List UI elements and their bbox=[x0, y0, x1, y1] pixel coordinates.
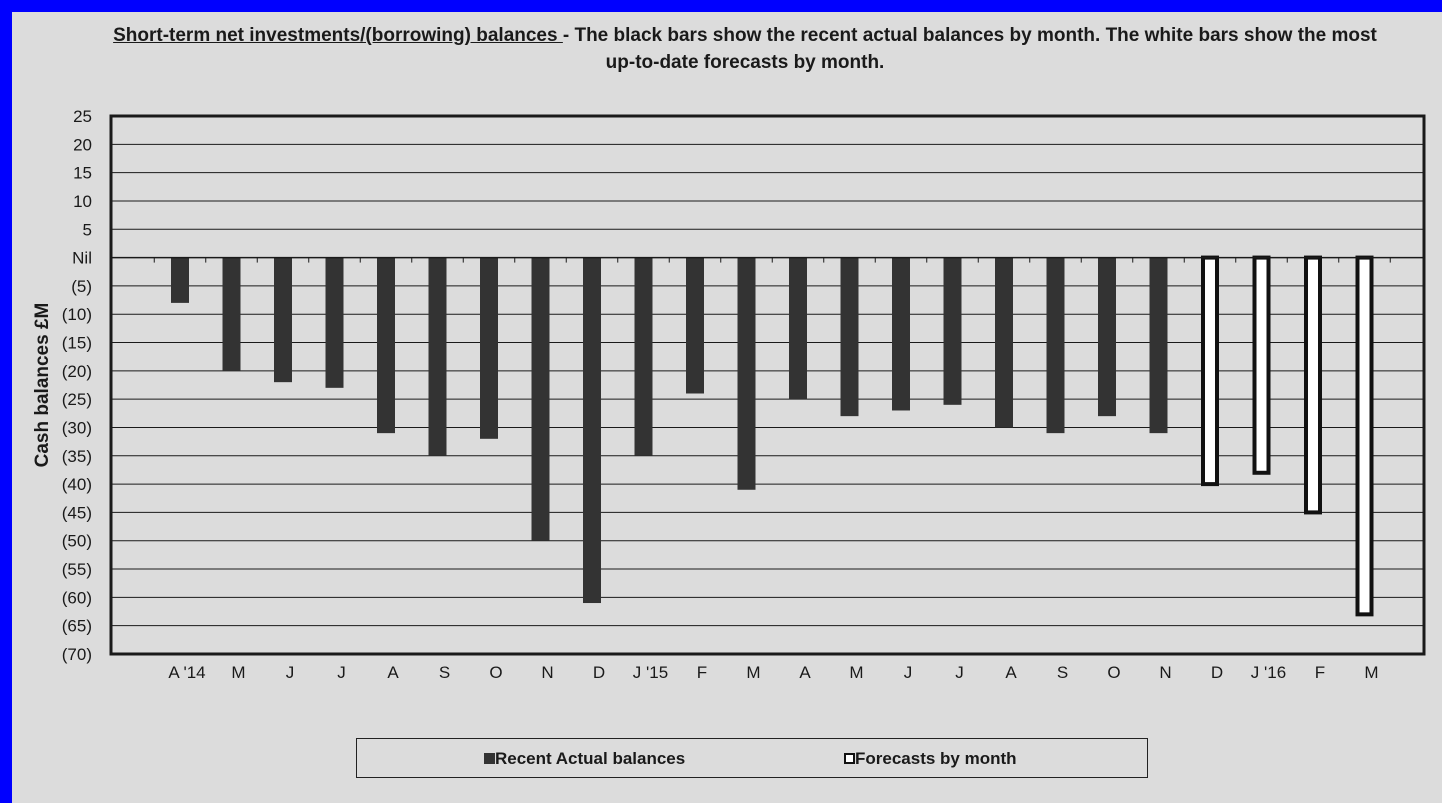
forecast-bar bbox=[1304, 255, 1322, 515]
y-tick-label: (45) bbox=[62, 503, 92, 522]
forecast-bar bbox=[1201, 255, 1219, 487]
bars bbox=[171, 255, 1374, 617]
y-tick-label: (55) bbox=[62, 560, 92, 579]
actual-bar bbox=[943, 257, 962, 405]
x-tick-label: M bbox=[746, 663, 760, 682]
x-tick-label: A bbox=[1005, 663, 1017, 682]
legend-swatch-actual bbox=[484, 753, 495, 764]
actual-bar bbox=[1046, 257, 1065, 434]
chart-title-text: - The black bars show the recent actual … bbox=[562, 25, 1377, 73]
legend-item-actual: Recent Actual balances bbox=[484, 749, 685, 769]
actual-bar bbox=[840, 257, 859, 417]
actual-bar bbox=[531, 257, 550, 541]
x-tick-label: J bbox=[286, 663, 295, 682]
x-tick-label: F bbox=[1315, 663, 1325, 682]
actual-bar bbox=[428, 257, 447, 456]
actual-bar bbox=[377, 257, 395, 434]
y-tick-label: (5) bbox=[71, 277, 92, 296]
grid-lines bbox=[111, 143, 1424, 627]
x-tick-label: S bbox=[1057, 663, 1068, 682]
x-tick-label: J bbox=[337, 663, 346, 682]
actual-bar bbox=[892, 257, 910, 411]
legend-label-actual: Recent Actual balances bbox=[495, 749, 686, 768]
x-tick-label: A bbox=[799, 663, 811, 682]
forecast-bar bbox=[1252, 255, 1271, 475]
y-tick-label: 25 bbox=[73, 107, 92, 126]
actual-bar bbox=[171, 257, 189, 303]
x-tick-label: M bbox=[231, 663, 245, 682]
forecast-bar bbox=[1355, 255, 1374, 617]
legend-item-forecast: Forecasts by month bbox=[844, 749, 1017, 769]
x-tick-label: A bbox=[387, 663, 399, 682]
y-tick-label: (65) bbox=[62, 617, 92, 636]
x-tick-label: F bbox=[697, 663, 707, 682]
actual-bar bbox=[789, 257, 807, 400]
y-tick-label: (15) bbox=[62, 334, 92, 353]
x-tick-label: A '14 bbox=[168, 663, 205, 682]
actual-bar bbox=[274, 257, 292, 383]
x-tick-label: N bbox=[541, 663, 553, 682]
axes: 25 20 15 10 5 Nil (5) (10) (15) (20) (25) (30) (35) (… bbox=[62, 107, 1424, 682]
legend: Recent Actual balances Forecasts by mont… bbox=[356, 738, 1148, 778]
x-tick-label: D bbox=[593, 663, 605, 682]
actual-bar bbox=[325, 257, 344, 388]
x-tick-label: M bbox=[1364, 663, 1378, 682]
actual-bar bbox=[1149, 257, 1168, 434]
y-axis-label: Cash balances £M bbox=[32, 303, 53, 468]
legend-label-forecast: Forecasts by month bbox=[855, 749, 1017, 768]
chart-title-underlined: Short-term net investments/(borrowing) b… bbox=[113, 25, 563, 46]
legend-swatch-forecast bbox=[844, 753, 855, 764]
chart-title: Short-term net investments/(borrowing) b… bbox=[110, 22, 1380, 76]
y-tick-label: (60) bbox=[62, 588, 92, 607]
x-tick-label: N bbox=[1159, 663, 1171, 682]
actual-bar bbox=[222, 257, 241, 371]
y-tick-label: (50) bbox=[62, 532, 92, 551]
x-tick-label: O bbox=[489, 663, 502, 682]
actual-bar bbox=[995, 257, 1013, 428]
x-tick-label: D bbox=[1211, 663, 1223, 682]
x-tick-label: O bbox=[1107, 663, 1120, 682]
y-tick-label: (25) bbox=[62, 390, 92, 409]
y-tick-label: 20 bbox=[73, 135, 92, 154]
actual-bar bbox=[583, 257, 601, 604]
y-tick-label: (70) bbox=[62, 645, 92, 664]
y-tick-label: (10) bbox=[62, 305, 92, 324]
plot-area-border bbox=[109, 114, 1426, 656]
x-tick-label: J bbox=[955, 663, 964, 682]
y-tick-label: 10 bbox=[73, 192, 92, 211]
y-tick-label: (30) bbox=[62, 418, 92, 437]
y-tick-label: Nil bbox=[72, 249, 92, 268]
y-tick-label: (20) bbox=[62, 362, 92, 381]
x-tick-label: J '15 bbox=[633, 663, 668, 682]
y-tick-label: (35) bbox=[62, 447, 92, 466]
x-tick-label: M bbox=[849, 663, 863, 682]
y-tick-label: 5 bbox=[83, 220, 92, 239]
actual-bar bbox=[737, 257, 756, 490]
y-tick-label: (40) bbox=[62, 475, 92, 494]
actual-bar bbox=[1098, 257, 1116, 417]
x-tick-label: J bbox=[904, 663, 913, 682]
x-tick-label: S bbox=[439, 663, 450, 682]
actual-bar bbox=[634, 257, 653, 456]
y-tick-label: 15 bbox=[73, 164, 92, 183]
actual-bar bbox=[686, 257, 704, 394]
x-tick-label: J '16 bbox=[1251, 663, 1286, 682]
actual-bar bbox=[480, 257, 498, 439]
